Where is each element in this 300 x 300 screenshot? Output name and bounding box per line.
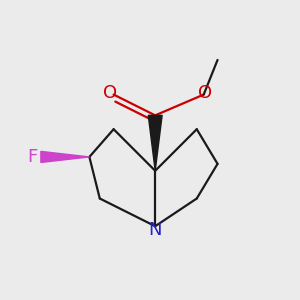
Polygon shape — [148, 116, 162, 171]
Text: O: O — [103, 84, 117, 102]
Polygon shape — [41, 152, 89, 163]
Text: F: F — [27, 148, 37, 166]
Text: O: O — [198, 84, 212, 102]
Text: N: N — [148, 221, 162, 239]
